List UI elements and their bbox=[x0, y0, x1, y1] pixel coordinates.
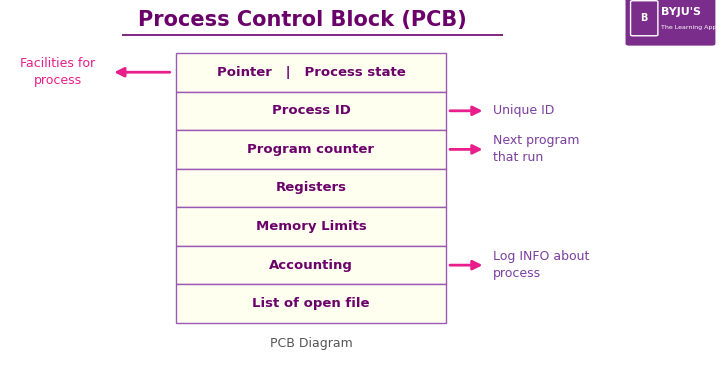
Bar bbox=[176, 246, 446, 284]
Text: Log INFO about
process: Log INFO about process bbox=[493, 250, 589, 280]
Bar bbox=[176, 53, 446, 92]
Text: Accounting: Accounting bbox=[269, 259, 353, 272]
FancyBboxPatch shape bbox=[626, 0, 715, 46]
Text: Pointer   |   Process state: Pointer | Process state bbox=[216, 66, 406, 79]
Bar bbox=[176, 130, 446, 169]
Text: Program counter: Program counter bbox=[247, 143, 375, 156]
Text: The Learning App: The Learning App bbox=[661, 25, 717, 30]
Text: Next program
that run: Next program that run bbox=[493, 134, 579, 164]
Text: BYJU'S: BYJU'S bbox=[661, 7, 702, 17]
FancyBboxPatch shape bbox=[631, 1, 658, 36]
Text: Memory Limits: Memory Limits bbox=[255, 220, 367, 233]
Bar bbox=[176, 284, 446, 323]
Text: Facilities for
process: Facilities for process bbox=[20, 57, 95, 87]
Text: Process Control Block (PCB): Process Control Block (PCB) bbox=[137, 10, 467, 30]
Text: Process ID: Process ID bbox=[272, 104, 350, 117]
Bar bbox=[176, 207, 446, 246]
Text: List of open file: List of open file bbox=[252, 297, 370, 310]
Bar bbox=[176, 92, 446, 130]
Text: PCB Diagram: PCB Diagram bbox=[270, 337, 352, 350]
Text: B: B bbox=[641, 13, 648, 23]
Text: Registers: Registers bbox=[275, 181, 347, 195]
Bar bbox=[176, 169, 446, 207]
Text: Unique ID: Unique ID bbox=[493, 104, 554, 117]
